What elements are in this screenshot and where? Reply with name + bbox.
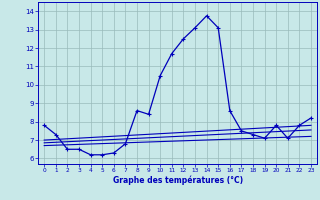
X-axis label: Graphe des températures (°C): Graphe des températures (°C) — [113, 176, 243, 185]
